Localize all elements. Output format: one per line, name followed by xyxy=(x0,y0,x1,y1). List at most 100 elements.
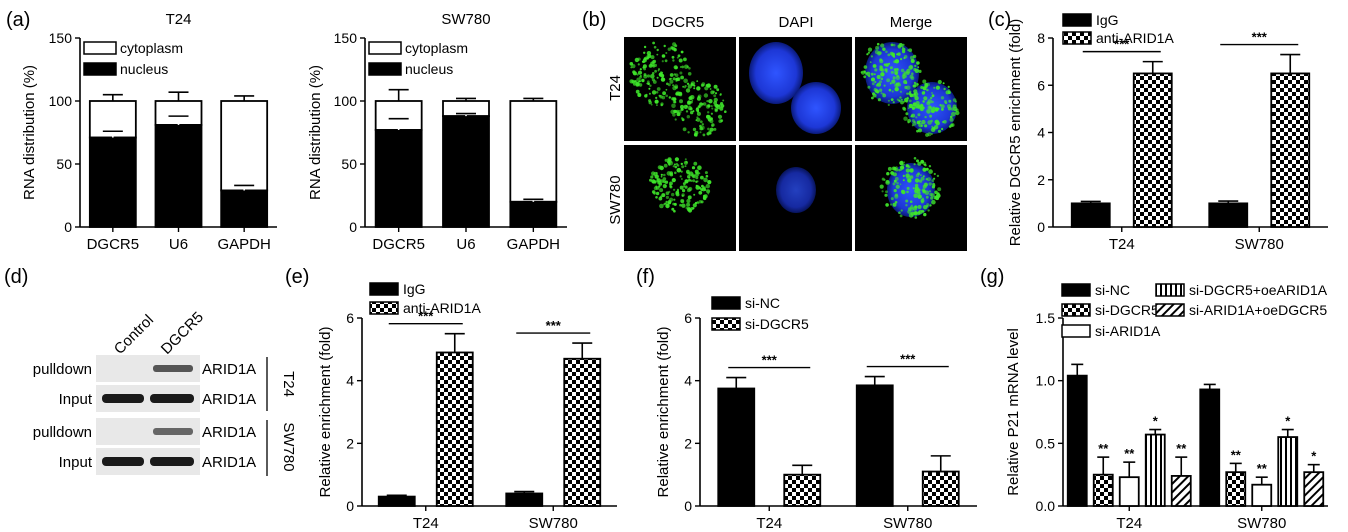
signal-dot xyxy=(673,198,676,201)
signal-dot xyxy=(641,60,644,63)
significance-mark: * xyxy=(1153,414,1159,429)
x-tick-label: T24 xyxy=(1109,236,1135,253)
legend-label-cytoplasm: cytoplasm xyxy=(120,40,183,56)
signal-dot xyxy=(671,55,675,59)
signal-dot xyxy=(955,110,960,116)
bar-si-nc xyxy=(1199,388,1221,507)
signal-dot xyxy=(926,203,930,207)
signal-dot xyxy=(656,87,661,91)
signal-dot xyxy=(702,133,706,137)
signal-dot xyxy=(668,201,672,205)
signal-dot xyxy=(696,107,699,110)
signal-dot xyxy=(926,88,929,92)
signal-dot xyxy=(922,184,927,189)
signal-dot xyxy=(879,59,884,64)
signal-dot xyxy=(710,90,715,95)
signal-dot xyxy=(894,179,897,183)
chart-c: 0 2 4 6 8 Relative DGCR5 enrichment (fold)(c)… xyxy=(988,9,1328,253)
signal-dot xyxy=(686,65,689,69)
signal-dot xyxy=(710,105,713,108)
signal-dot xyxy=(952,98,957,102)
blot-group-sw780: SW780 xyxy=(280,422,297,471)
signal-dot xyxy=(668,96,671,99)
significance-mark: *** xyxy=(1114,37,1130,52)
signal-dot xyxy=(936,174,940,178)
signal-dot xyxy=(886,172,890,176)
signal-dot xyxy=(672,113,676,117)
signal-dot xyxy=(692,127,697,132)
signal-dot xyxy=(913,157,917,160)
panel-label: (c) xyxy=(988,9,1011,31)
signal-dot xyxy=(872,64,877,68)
signal-dot xyxy=(674,165,678,169)
nucleus-t24-1 xyxy=(749,42,803,104)
significance-mark: ** xyxy=(1231,447,1242,462)
signal-dot xyxy=(657,180,662,185)
signal-dot xyxy=(681,203,686,208)
y-tick-label: 100 xyxy=(49,93,73,109)
signal-dot xyxy=(655,186,660,190)
bar-cytoplasm xyxy=(509,100,558,203)
signal-dot xyxy=(674,44,678,48)
x-tick-label: T24 xyxy=(413,515,439,532)
signal-dot xyxy=(872,92,875,96)
signal-dot xyxy=(699,131,702,134)
microscopy-panel: (b) DGCR5 DAPI Merge T24 SW780 xyxy=(582,9,967,251)
signal-dot xyxy=(663,44,666,48)
signal-dot xyxy=(902,106,906,111)
signal-dot xyxy=(716,88,720,92)
signal-dot xyxy=(696,80,699,82)
signal-dot xyxy=(932,183,936,186)
signal-dot xyxy=(709,88,712,90)
signal-dot xyxy=(925,133,929,137)
signal-dot xyxy=(898,169,901,172)
signal-dot xyxy=(916,129,919,133)
bar-igg xyxy=(1208,202,1249,228)
signal-dot xyxy=(690,179,693,182)
signal-dot xyxy=(902,73,906,77)
y-axis-label: Relative P21 mRNA level xyxy=(1005,328,1022,496)
signal-dot xyxy=(918,69,922,73)
signal-dot xyxy=(894,177,899,181)
signal-dot xyxy=(885,50,888,54)
signal-dot xyxy=(649,84,652,87)
bar-anti-arid1a xyxy=(563,357,602,507)
signal-dot xyxy=(943,87,946,91)
signal-dot xyxy=(910,76,915,80)
legend-swatch-cytoplasm xyxy=(368,41,402,55)
signal-dot xyxy=(863,75,867,79)
signal-dot xyxy=(926,177,931,182)
y-tick-label: 0.0 xyxy=(1036,498,1056,514)
signal-dot xyxy=(674,84,679,89)
signal-dot xyxy=(659,203,664,209)
signal-dot xyxy=(687,195,692,200)
legend-label-nucleus: nucleus xyxy=(120,61,168,77)
signal-dot xyxy=(933,172,936,176)
signal-dot xyxy=(912,187,915,190)
signal-dot xyxy=(655,96,658,99)
signal-dot xyxy=(933,86,936,89)
signal-dot xyxy=(681,178,683,180)
signal-dot xyxy=(919,174,922,177)
signal-dot xyxy=(920,176,925,181)
signal-dot xyxy=(890,197,894,201)
signal-dot xyxy=(933,128,936,131)
signal-dot xyxy=(892,76,896,80)
signal-dot xyxy=(673,73,676,76)
signal-dot xyxy=(947,85,950,88)
signal-dot xyxy=(698,172,701,175)
signal-dot xyxy=(688,186,693,192)
signal-dot xyxy=(661,71,664,74)
signal-dot xyxy=(654,99,659,104)
signal-dot xyxy=(706,132,710,136)
signal-dot xyxy=(687,100,691,105)
signal-dot xyxy=(863,65,868,69)
signal-dot xyxy=(656,178,660,181)
signal-dot xyxy=(895,67,899,72)
signal-dot xyxy=(671,192,675,197)
signal-dot xyxy=(907,178,912,183)
signal-dot xyxy=(703,93,709,98)
bar-nucleus xyxy=(442,115,490,228)
signal-dot xyxy=(897,52,901,56)
